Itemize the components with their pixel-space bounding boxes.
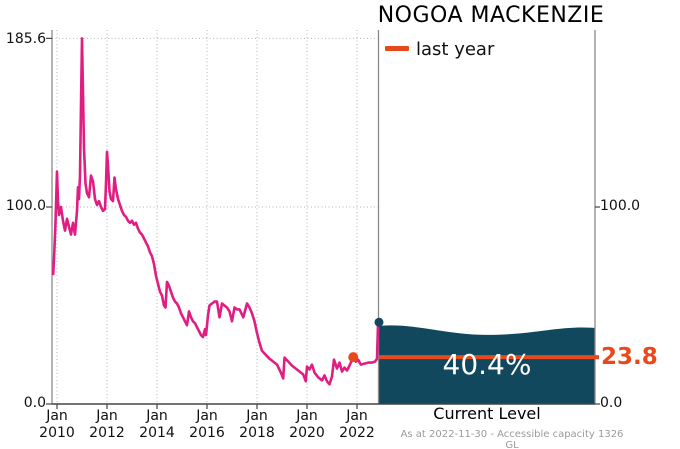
footnote-text: As at 2022-11-30 - Accessible capacity 1… [400,429,624,449]
last-year-point [348,352,359,363]
axes [46,30,600,409]
x-tick-jan-2014: Jan 2014 [132,408,182,442]
legend-label-last-year: last year [416,39,495,60]
current-level-percent: 40.4% [442,348,532,381]
y-axis-left-tick-0: 0.0 [23,395,46,411]
x-tick-year: 2018 [239,425,275,441]
x-tick-year: 2016 [189,425,225,441]
x-tick-year: 2022 [339,425,375,441]
x-tick-jan-2022: Jan 2022 [332,408,382,442]
last-year-value-label: 23.8 [601,344,658,370]
x-tick-jan-2010: Jan 2010 [32,408,82,442]
current-point [374,317,384,327]
x-tick-year: 2010 [39,425,75,441]
y-axis-right-tick-100: 100.0 [600,198,641,214]
y-axis-left-tick-185.6: 185.6 [5,31,46,47]
chart-title: NOGOA MACKENZIE [377,3,605,28]
y-axis-left-tick-100: 100.0 [5,198,46,214]
x-tick-month: Jan [246,408,268,424]
storage-line [51,37,381,386]
x-tick-jan-2018: Jan 2018 [232,408,282,442]
x-tick-month: Jan [296,408,318,424]
x-tick-month: Jan [96,408,118,424]
x-tick-jan-2020: Jan 2020 [282,408,332,442]
y-axis-right-tick-0: 0.0 [600,395,623,411]
x-tick-month: Jan [196,408,218,424]
x-tick-year: 2020 [289,425,325,441]
markers [348,317,384,363]
x-tick-jan-2012: Jan 2012 [82,408,132,442]
x-tick-month: Jan [346,408,368,424]
last-year-legend-swatch [385,46,409,51]
x-tick-month: Jan [146,408,168,424]
current-level-area [379,325,595,404]
x-tick-year: 2014 [139,425,175,441]
current-level-caption: Current Level [433,404,541,423]
x-tick-year: 2012 [89,425,125,441]
gridlines [52,30,379,404]
x-tick-month: Jan [46,408,68,424]
x-tick-jan-2016: Jan 2016 [182,408,232,442]
